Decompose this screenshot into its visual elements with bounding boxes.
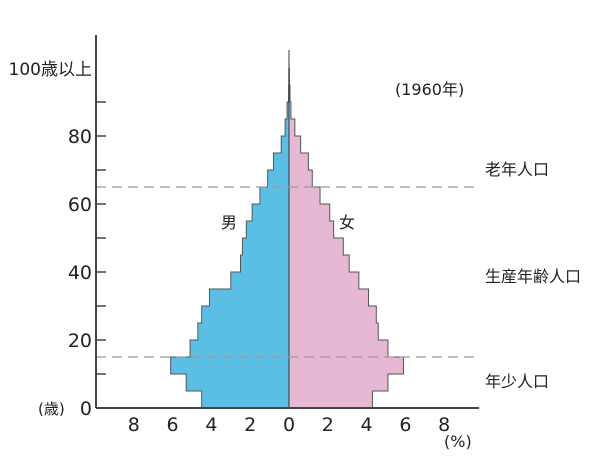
male-bar-65-69 — [268, 170, 289, 187]
female-bar-10-14 — [289, 357, 403, 374]
female-bar-80-84 — [289, 119, 295, 136]
x-tick-label: 2 — [244, 414, 256, 436]
male-bar-10-14 — [171, 357, 289, 374]
male-bar-35-39 — [231, 272, 289, 289]
x-tick-label: 6 — [167, 414, 179, 436]
female-bar-40-44 — [289, 255, 349, 272]
region-label-elderly: 老年人口 — [485, 160, 549, 179]
y-tick-label: 40 — [68, 262, 92, 284]
male-bar-20-24 — [198, 323, 289, 340]
female-bar-65-69 — [289, 170, 312, 187]
male-bar-75-79 — [281, 136, 289, 153]
female-bar-20-24 — [289, 323, 378, 340]
male-bar-60-64 — [260, 187, 289, 204]
y-tick-label: 20 — [68, 330, 92, 352]
x-tick-label: 6 — [399, 414, 411, 436]
x-tick-label: 2 — [322, 414, 334, 436]
female-bar-50-54 — [289, 221, 334, 238]
x-tick-label: 4 — [205, 414, 217, 436]
male-bar-45-49 — [242, 238, 289, 255]
male-bar-50-54 — [246, 221, 289, 238]
female-bar-60-64 — [289, 187, 320, 204]
y-tick-label: 80 — [68, 126, 92, 148]
male-bar-5-9 — [186, 374, 289, 391]
female-bar-70-74 — [289, 153, 308, 170]
x-axis-unit: (%) — [444, 432, 472, 451]
y-tick-label: 100歳以上 — [9, 60, 92, 80]
x-tick-label: 8 — [128, 414, 140, 436]
region-label-working: 生産年齢人口 — [485, 267, 581, 286]
y-tick-label: 60 — [68, 194, 92, 216]
y-axis-unit: (歳) — [38, 400, 65, 418]
male-bar-70-74 — [273, 153, 289, 170]
male-bar-15-19 — [190, 340, 289, 357]
female-bar-5-9 — [289, 374, 388, 391]
female-bar-15-19 — [289, 340, 388, 357]
x-tick-label: 0 — [283, 414, 295, 436]
female-bar-45-49 — [289, 238, 343, 255]
y-tick-label: 0 — [80, 398, 92, 420]
female-bar-55-59 — [289, 204, 330, 221]
female-bar-30-34 — [289, 289, 369, 306]
region-label-young: 年少人口 — [485, 372, 549, 391]
female-bar-35-39 — [289, 272, 359, 289]
male-bar-25-29 — [202, 306, 289, 323]
female-bar-25-29 — [289, 306, 376, 323]
female-bar-75-79 — [289, 136, 301, 153]
female-label: 女 — [339, 213, 355, 232]
female-bar-0-4 — [289, 391, 372, 408]
male-bar-30-34 — [209, 289, 289, 306]
male-bar-0-4 — [202, 391, 289, 408]
male-bar-40-44 — [241, 255, 290, 272]
male-bar-80-84 — [285, 119, 289, 136]
x-tick-label: 4 — [361, 414, 373, 436]
male-label: 男 — [221, 213, 237, 232]
male-bar-55-59 — [252, 204, 289, 221]
chart-title: (1960年) — [395, 80, 464, 99]
